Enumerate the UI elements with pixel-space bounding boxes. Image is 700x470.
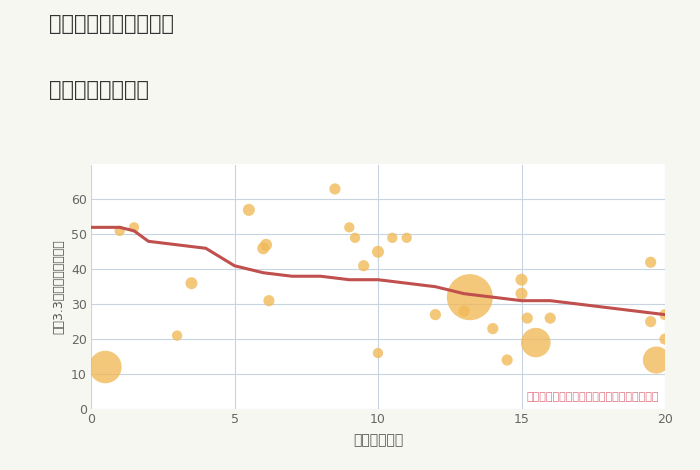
Point [487, 325, 498, 332]
Point [349, 234, 360, 242]
Point [114, 227, 125, 235]
Point [659, 311, 671, 318]
Point [358, 262, 370, 269]
Point [659, 335, 671, 343]
Point [244, 206, 255, 214]
Point [501, 356, 512, 364]
Point [651, 356, 662, 364]
Point [344, 224, 355, 231]
Point [386, 234, 398, 242]
Point [99, 363, 111, 371]
Point [258, 244, 269, 252]
Text: 奈良県奈良市藤原町の: 奈良県奈良市藤原町の [49, 14, 174, 34]
Point [129, 224, 140, 231]
Point [263, 297, 274, 305]
Text: 駅距離別土地価格: 駅距離別土地価格 [49, 80, 149, 100]
Point [531, 339, 542, 346]
Point [458, 307, 470, 315]
Point [372, 349, 384, 357]
Point [372, 248, 384, 256]
Point [186, 280, 197, 287]
Point [545, 314, 556, 322]
Point [430, 311, 441, 318]
Y-axis label: 坪（3.3㎡）単価（万円）: 坪（3.3㎡）単価（万円） [52, 239, 65, 334]
X-axis label: 駅距離（分）: 駅距離（分） [353, 433, 403, 447]
Point [645, 258, 657, 266]
Point [645, 318, 657, 325]
Text: 円の大きさは、取引のあった物件面積を示す: 円の大きさは、取引のあった物件面積を示す [527, 392, 659, 401]
Point [172, 332, 183, 339]
Point [464, 293, 475, 301]
Point [330, 185, 341, 193]
Point [516, 290, 527, 298]
Point [260, 241, 272, 249]
Point [516, 276, 527, 283]
Point [522, 314, 533, 322]
Point [401, 234, 412, 242]
